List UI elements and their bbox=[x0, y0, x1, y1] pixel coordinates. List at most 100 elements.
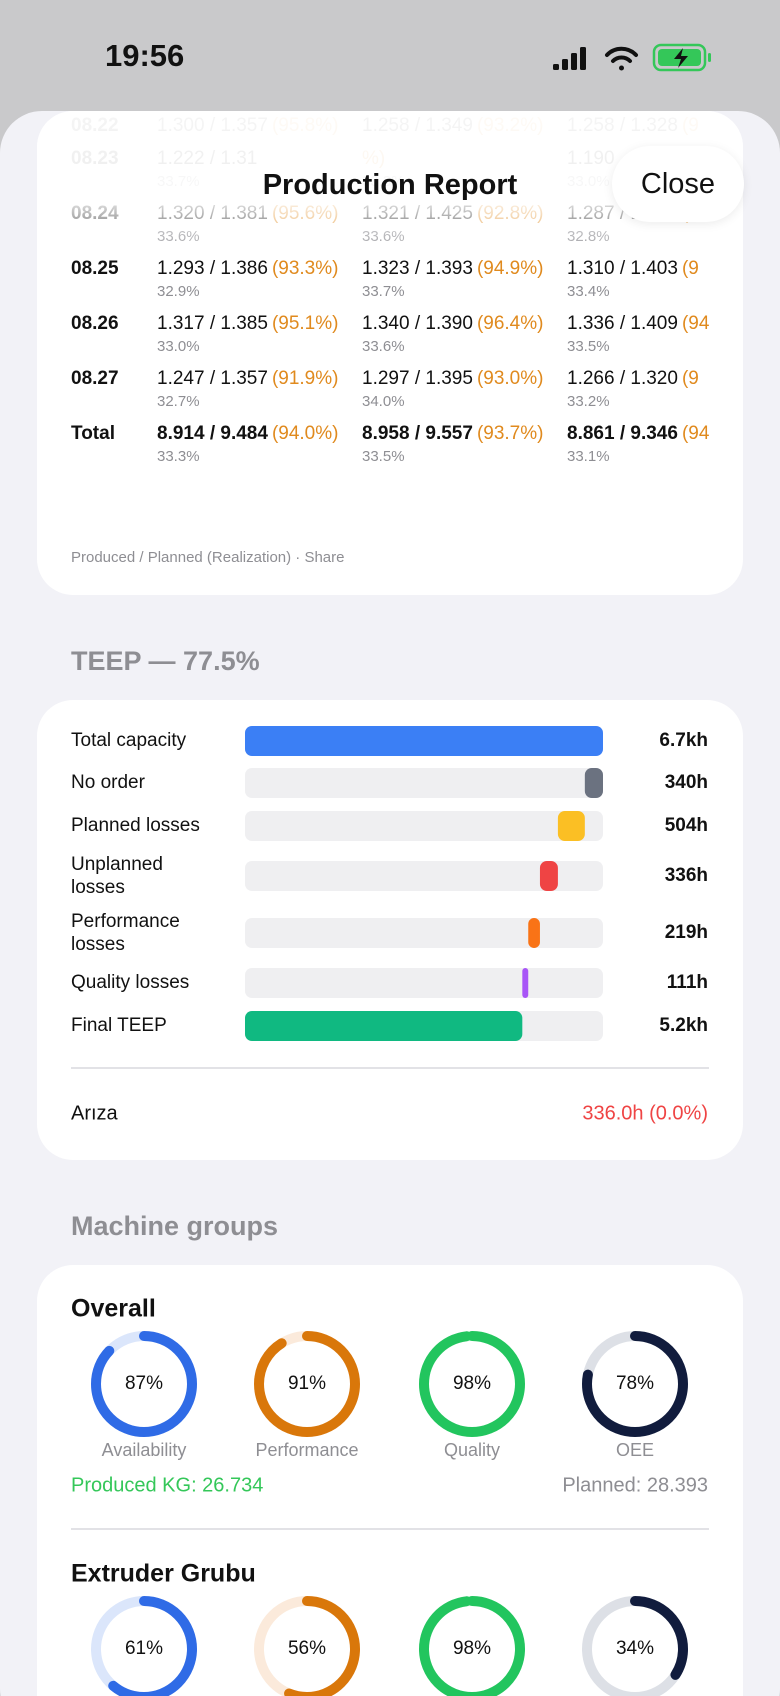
cell-share: 33.7% bbox=[362, 283, 405, 300]
section-title: Machine groups bbox=[71, 1211, 278, 1241]
cell-value: 8.914 / 9.484 bbox=[157, 423, 268, 444]
cell-share: 33.0% bbox=[157, 338, 200, 355]
ring-label: 56% bbox=[288, 1638, 326, 1659]
cell-main: 1.340 / 1.390 (96.4%) bbox=[362, 312, 567, 336]
bar-track bbox=[245, 968, 603, 998]
ring bbox=[582, 1331, 688, 1437]
wifi-icon bbox=[605, 46, 638, 71]
cell-share: 33.3% bbox=[157, 448, 200, 465]
cell-main: 8.958 / 9.557 (93.7%) bbox=[362, 422, 567, 446]
ring-label: 78% bbox=[616, 1373, 654, 1394]
status-time: 19:56 bbox=[105, 38, 185, 73]
signal-icon bbox=[553, 47, 586, 70]
ring-caption: OEE bbox=[616, 1440, 654, 1460]
row-label: No order bbox=[71, 772, 146, 793]
row-value: 219h bbox=[665, 922, 708, 943]
cell-main: 1.317 / 1.385 (95.1%) bbox=[157, 312, 362, 336]
group-title: Overall bbox=[71, 1295, 156, 1323]
table-cell: 1.293 / 1.386 (93.3%) 32.9% bbox=[157, 257, 362, 303]
cell-share: 33.6% bbox=[362, 338, 405, 355]
ring-caption: Quality bbox=[444, 1440, 500, 1460]
planned: Planned: 28.393 bbox=[562, 1474, 708, 1496]
cell-realization: (94.8% bbox=[681, 313, 709, 334]
table-cell: 8.861 / 9.346(94.8% 33.1% bbox=[567, 422, 709, 468]
cell-share: 34.0% bbox=[362, 393, 405, 410]
table-cell: 1.340 / 1.390 (96.4%) 33.6% bbox=[362, 312, 567, 358]
cell-main: 8.914 / 9.484 (94.0%) bbox=[157, 422, 362, 446]
cell-main: 1.293 / 1.386 (93.3%) bbox=[157, 257, 362, 281]
cell-share: 32.9% bbox=[157, 283, 200, 300]
bar bbox=[539, 861, 558, 891]
cell-share: 33.5% bbox=[567, 338, 610, 355]
cell-main: 1.336 / 1.409(94.8% bbox=[567, 312, 709, 336]
cell-value: 1.336 / 1.409 bbox=[567, 313, 678, 334]
section-title: TEEP — 77.5% bbox=[71, 646, 260, 676]
cell-realization: (93.3%) bbox=[271, 258, 339, 279]
cell-value: 1.293 / 1.386 bbox=[157, 258, 268, 279]
bar-track bbox=[245, 861, 603, 891]
ring-label: 91% bbox=[288, 1373, 326, 1394]
cell-main: 1.266 / 1.320 (9 bbox=[567, 367, 709, 391]
ring bbox=[419, 1596, 525, 1696]
cell-value: 8.861 / 9.346 bbox=[567, 423, 678, 444]
cell-share: 32.7% bbox=[157, 393, 200, 410]
ring bbox=[91, 1596, 197, 1696]
cell-realization: (91.9%) bbox=[271, 368, 339, 389]
cell-main: 1.247 / 1.357 (91.9%) bbox=[157, 367, 362, 391]
cell-main: 1.297 / 1.395 (93.0%) bbox=[362, 367, 567, 391]
battery-icon bbox=[652, 43, 711, 72]
row-value: 5.2kh bbox=[659, 1015, 708, 1036]
row-label: Performance losses bbox=[71, 911, 180, 955]
bar bbox=[557, 811, 585, 841]
cell-realization: (93.0%) bbox=[476, 368, 544, 389]
ring-label: 98% bbox=[453, 1638, 491, 1659]
row-label: Planned losses bbox=[71, 815, 200, 836]
table-cell: 1.317 / 1.385 (95.1%) 33.0% bbox=[157, 312, 362, 358]
table-cell: 8.914 / 9.484 (94.0%) 33.3% bbox=[157, 422, 362, 468]
cell-value: 1.317 / 1.385 bbox=[157, 313, 268, 334]
row-value: 111h bbox=[667, 972, 708, 993]
ring bbox=[91, 1331, 197, 1437]
bar bbox=[522, 968, 529, 998]
cell-main: 1.310 / 1.403 (9 bbox=[567, 257, 709, 281]
table-row: 08.26 1.317 / 1.385 (95.1%) 33.0% 1.340 / 1.… bbox=[71, 312, 709, 367]
row-label: Unplanned losses bbox=[71, 854, 163, 898]
table-cell: 1.323 / 1.393 (94.9%) 33.7% bbox=[362, 257, 567, 303]
cell-main: 8.861 / 9.346(94.8% bbox=[567, 422, 709, 446]
table-cell: 1.310 / 1.403 (9 33.4% bbox=[567, 257, 709, 303]
table-row: 08.25 1.293 / 1.386 (93.3%) 32.9% 1.323 / 1.… bbox=[71, 257, 709, 312]
row-value: 6.7kh bbox=[659, 730, 708, 751]
cell-share: 33.4% bbox=[567, 283, 610, 300]
table-cell: 1.336 / 1.409(94.8% 33.5% bbox=[567, 312, 709, 358]
cell-value: 1.340 / 1.390 bbox=[362, 313, 473, 334]
table-cell: 1.266 / 1.320 (9 33.2% bbox=[567, 367, 709, 413]
ring-caption: Availability bbox=[102, 1440, 187, 1460]
cell-share: 33.5% bbox=[362, 448, 405, 465]
cell-value: 1.297 / 1.395 bbox=[362, 368, 473, 389]
cell-value: 8.958 / 9.557 bbox=[362, 423, 473, 444]
row-label: Final TEEP bbox=[71, 1015, 167, 1036]
bar-track bbox=[245, 918, 603, 948]
cell-share: 33.1% bbox=[567, 448, 610, 465]
bar-track bbox=[245, 768, 603, 798]
table-cell: 1.297 / 1.395 (93.0%) 34.0% bbox=[362, 367, 567, 413]
table-cell: 8.958 / 9.557 (93.7%) 33.5% bbox=[362, 422, 567, 468]
sheet-title: Production Report bbox=[262, 169, 518, 201]
close-button[interactable]: Close bbox=[612, 146, 744, 222]
bar bbox=[245, 726, 603, 756]
row-date: 08.26 bbox=[71, 313, 119, 334]
row-date: Total bbox=[71, 423, 115, 444]
row-value: 336h bbox=[665, 865, 708, 886]
row-label: Total capacity bbox=[71, 730, 187, 751]
ring bbox=[419, 1331, 525, 1437]
group-title: Extruder Grubu bbox=[71, 1560, 256, 1588]
ring-caption: Performance bbox=[255, 1440, 358, 1460]
bar bbox=[584, 768, 603, 798]
produced: Produced KG: 26.734 bbox=[71, 1474, 263, 1496]
cell-value: 1.323 / 1.393 bbox=[362, 258, 473, 279]
table-row: 08.27 1.247 / 1.357 (91.9%) 32.7% 1.297 / 1.… bbox=[71, 367, 709, 422]
cell-realization: (93.7%) bbox=[476, 423, 544, 444]
cell-share: 33.2% bbox=[567, 393, 610, 410]
bar-track bbox=[245, 811, 603, 841]
